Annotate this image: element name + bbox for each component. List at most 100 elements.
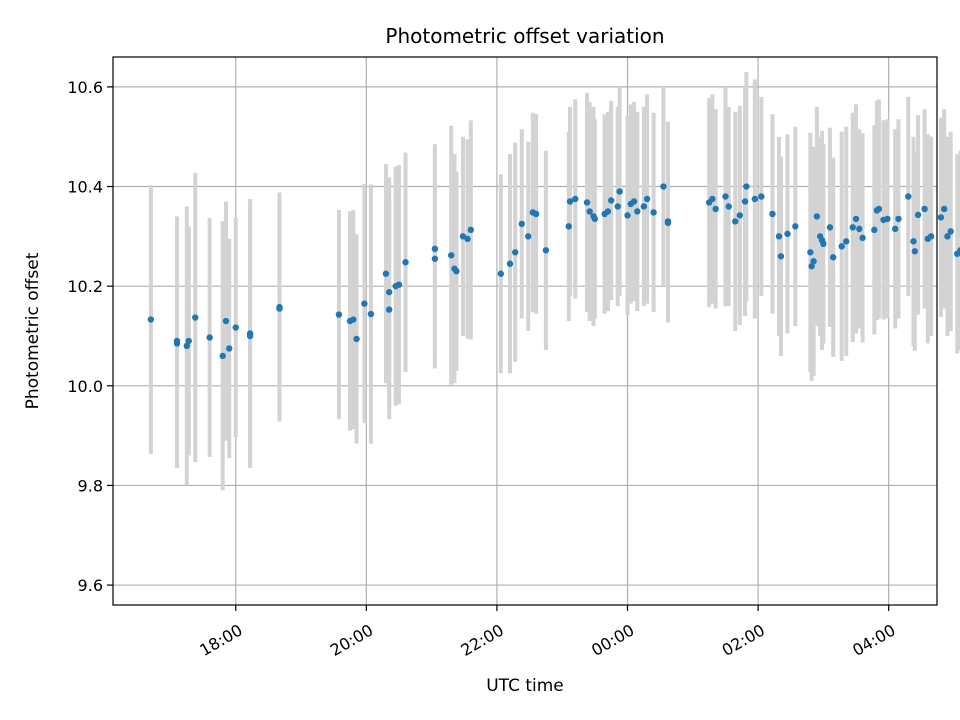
data-point	[607, 197, 615, 204]
data-point	[222, 317, 230, 325]
data-point	[565, 223, 572, 230]
data-point	[736, 212, 744, 219]
data-point	[353, 335, 360, 343]
data-point	[792, 223, 799, 230]
data-point	[448, 252, 455, 259]
y-tick-label: 10.2	[67, 277, 103, 296]
data-point	[784, 230, 791, 238]
data-point	[843, 238, 850, 245]
data-point	[725, 203, 732, 210]
data-point	[385, 288, 393, 296]
data-point	[722, 193, 729, 200]
data-point	[173, 340, 181, 347]
data-point	[732, 218, 739, 225]
data-point	[650, 209, 657, 216]
data-point	[226, 345, 233, 352]
plot-frame	[112, 56, 938, 606]
data-point	[431, 255, 439, 262]
data-point	[624, 212, 631, 219]
data-point	[937, 214, 945, 221]
data-point	[838, 243, 845, 250]
y-tick-label: 10.6	[67, 78, 103, 97]
data-point	[276, 305, 283, 312]
y-axis-ticks: 9.6 9.8 10.0 10.2 10.4 10.6	[67, 78, 113, 595]
data-point	[808, 263, 815, 270]
data-point	[921, 205, 928, 213]
data-point	[856, 225, 863, 233]
data-point	[829, 254, 837, 261]
data-point	[884, 215, 891, 223]
y-tick-label: 9.8	[78, 476, 103, 495]
data-point	[566, 198, 574, 205]
y-tick-label: 10.4	[67, 178, 103, 197]
data-point	[859, 234, 866, 242]
data-point	[826, 224, 834, 231]
data-point	[910, 238, 917, 245]
data-point	[957, 247, 960, 254]
data-point	[361, 300, 368, 307]
data-point	[382, 270, 390, 277]
data-point	[758, 193, 765, 200]
data-point	[927, 233, 935, 240]
data-point	[232, 324, 239, 331]
data-point	[395, 281, 403, 288]
data-point	[467, 226, 475, 234]
chart-title: Photometric offset variation	[385, 24, 664, 48]
data-point	[751, 195, 759, 203]
data-point	[604, 208, 612, 215]
data-point	[849, 224, 856, 231]
data-point	[219, 352, 226, 360]
data-point	[583, 199, 591, 206]
data-point	[402, 259, 409, 266]
data-point	[769, 210, 776, 218]
data-point	[591, 215, 599, 223]
data-point	[506, 260, 514, 267]
data-point	[914, 211, 922, 219]
data-point	[660, 183, 667, 190]
data-point	[518, 220, 525, 228]
data-point	[852, 215, 860, 223]
data-point	[525, 233, 532, 240]
data-point	[453, 268, 460, 275]
data-point	[335, 311, 343, 318]
y-tick-label: 10.0	[67, 377, 103, 396]
data-point	[614, 203, 621, 210]
data-point	[630, 198, 638, 205]
data-point	[497, 270, 505, 277]
y-tick-label: 9.6	[78, 576, 103, 595]
data-point	[367, 310, 375, 318]
data-point	[643, 195, 651, 203]
data-point	[385, 306, 393, 313]
data-point	[512, 249, 519, 256]
data-point	[741, 198, 749, 205]
data-point	[813, 213, 821, 220]
data-point	[532, 210, 540, 218]
data-point	[911, 248, 919, 255]
data-point	[775, 233, 783, 240]
data-point	[586, 208, 593, 215]
data-point	[875, 205, 883, 213]
data-point	[820, 240, 827, 248]
data-point	[572, 195, 579, 203]
data-point	[892, 225, 899, 233]
data-point	[895, 215, 902, 223]
data-point	[616, 188, 623, 195]
data-point	[940, 205, 948, 213]
data-point	[147, 316, 155, 323]
data-point	[431, 245, 439, 252]
data-point	[712, 205, 719, 213]
data-point	[192, 314, 199, 321]
data-point	[664, 219, 672, 227]
data-point	[807, 249, 814, 256]
data-point	[185, 337, 192, 345]
data-point	[777, 253, 785, 260]
data-point	[947, 228, 954, 235]
data-point	[905, 193, 912, 200]
data-point	[944, 233, 951, 240]
data-point	[634, 208, 641, 215]
data-point	[464, 235, 471, 243]
data-point	[709, 195, 716, 203]
data-point	[871, 226, 878, 234]
